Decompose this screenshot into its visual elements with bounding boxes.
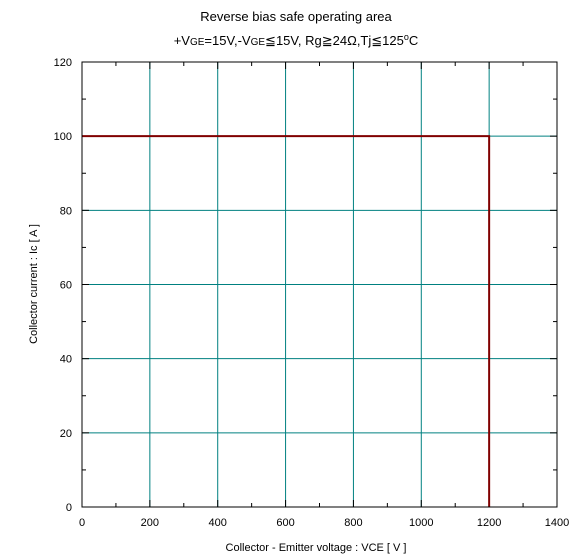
x-tick-label: 400	[209, 517, 227, 529]
subtitle-part: ≧	[322, 33, 333, 48]
y-axis-label: Collector current : Ic [ A ]	[28, 224, 40, 344]
x-tick-label: 1400	[545, 517, 569, 529]
y-tick-label: 0	[66, 502, 72, 514]
y-tick-label: 60	[60, 280, 72, 292]
series	[82, 135, 491, 507]
subtitle-part: +V	[174, 33, 191, 48]
tick-labels: 0 200 400 600 800 1000 1200 1400 0 20 40 60 80 100 120	[54, 57, 570, 529]
x-tick-label: 0	[79, 517, 85, 529]
x-tick-label: 1200	[477, 517, 501, 529]
x-axis-label: Collector - Emitter voltage : VCE [ V ]	[226, 542, 407, 554]
subtitle-part: 125	[382, 33, 404, 48]
y-tick-label: 100	[54, 131, 72, 143]
x-tick-label: 800	[344, 517, 362, 529]
y-tick-label: 40	[60, 354, 72, 366]
subtitle-part: 24Ω,T	[333, 33, 369, 48]
subtitle-part: =15V,-V	[204, 33, 250, 48]
chart-title: Reverse bias safe operating area	[200, 9, 392, 24]
subtitle-part: ≦	[265, 33, 276, 48]
plot-frame	[81, 61, 558, 508]
y-tick-label: 20	[60, 428, 72, 440]
x-tick-label: 1000	[409, 517, 433, 529]
x-tick-label: 200	[141, 517, 159, 529]
subtitle-part: 15V, R	[276, 33, 315, 48]
grid	[82, 62, 557, 507]
subtitle-part: C	[409, 33, 418, 48]
chart-subtitle: +VGE=15V,-VGE≦15V, Rg≧24Ω,Tj≦125oC	[174, 32, 419, 48]
y-tick-label: 120	[54, 57, 72, 69]
subtitle-part: GE	[190, 37, 205, 48]
subtitle-part: ≦	[371, 33, 382, 48]
y-tick-label: 80	[60, 205, 72, 217]
x-tick-label: 600	[276, 517, 294, 529]
subtitle-part: j	[367, 33, 371, 48]
subtitle-part: GE	[251, 37, 266, 48]
subtitle-part: o	[404, 32, 409, 42]
subtitle-part: g	[315, 33, 322, 48]
soa-boundary-line	[82, 135, 491, 507]
